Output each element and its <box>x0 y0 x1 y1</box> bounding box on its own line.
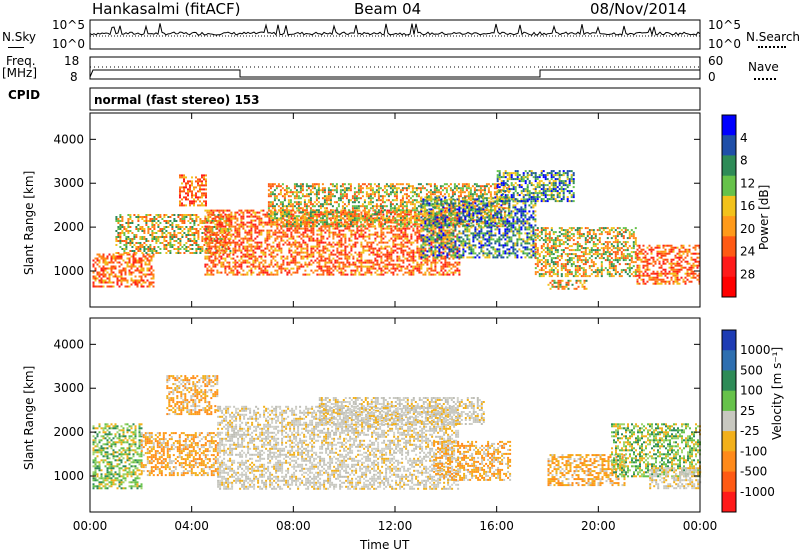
velocity-colorbar-swatch <box>722 410 736 432</box>
velocity-colorbar-tick: 500 <box>740 363 763 377</box>
nsearch-label: N.Search <box>746 30 800 44</box>
power-colorbar-tick: 28 <box>740 267 755 281</box>
velocity-colorbar-swatch <box>722 370 736 392</box>
velocity-colorbar-tick: -100 <box>740 444 767 458</box>
velocity-colorbar-tick: 1000 <box>740 343 771 357</box>
velocity-colorbar-tick: -1000 <box>740 485 775 499</box>
power-ylabel: Slant Range [km] <box>22 170 36 275</box>
nave-tick-bottom: 0 <box>708 70 716 84</box>
nsky-tick-bottom: 10^0 <box>52 37 85 51</box>
power-colorbar-label: Power [dB] <box>757 184 771 250</box>
x-tick-label: 08:00 <box>276 519 311 533</box>
cpid-panel-frame <box>89 87 701 111</box>
nsearch-legend-line <box>758 46 786 48</box>
cpid-value: normal (fast stereo) 153 <box>94 93 260 107</box>
power-colorbar-swatch <box>722 256 736 278</box>
power-ytick-label: 1000 <box>53 264 84 278</box>
power-colorbar-swatch <box>722 236 736 257</box>
x-tick-label: 20:00 <box>581 519 616 533</box>
freq-panel-frame <box>89 56 701 80</box>
velocity-colorbar-tick: 100 <box>740 384 763 398</box>
power-ytick-label: 3000 <box>53 176 84 190</box>
power-colorbar-tick: 20 <box>740 222 755 236</box>
x-tick-label: 12:00 <box>378 519 413 533</box>
power-ytick-label: 2000 <box>53 220 84 234</box>
nave-tick-top: 60 <box>708 54 724 68</box>
x-axis-title: Time UT <box>360 538 410 552</box>
power-colorbar-swatch <box>722 195 736 217</box>
velocity-colorbar-frame <box>721 329 737 513</box>
date-title: 08/Nov/2014 <box>590 0 687 18</box>
nave-label: Nave <box>748 60 779 74</box>
power-colorbar-tick: 16 <box>740 199 755 213</box>
velocity-ytick-label: 4000 <box>53 337 84 351</box>
velocity-colorbar-swatch <box>722 491 736 513</box>
power-colorbar-tick: 12 <box>740 176 755 190</box>
velocity-colorbar-label: Velocity [m s⁻¹] <box>770 346 784 440</box>
x-tick-label: 00:00 <box>683 519 718 533</box>
nsky-panel-frame <box>89 19 701 50</box>
nsky-trace <box>89 23 701 37</box>
power-colorbar-tick: 4 <box>740 131 748 145</box>
beam-title: Beam 04 <box>354 0 422 18</box>
velocity-colorbar-tick: -25 <box>740 424 760 438</box>
cpid-label: CPID <box>8 88 41 102</box>
velocity-heatmap-cells <box>92 375 702 490</box>
velocity-colorbar-swatch <box>722 330 736 351</box>
nsky-legend-line <box>8 47 24 48</box>
power-colorbar-swatch <box>722 175 736 197</box>
nsky-tick-top: 10^5 <box>52 18 85 32</box>
velocity-ytick-label: 3000 <box>53 381 84 395</box>
velocity-ytick-label: 2000 <box>53 425 84 439</box>
velocity-colorbar-tick: 25 <box>740 404 755 418</box>
nsearch-tick-top: 10^5 <box>708 18 741 32</box>
nsky-label: N.Sky <box>2 30 37 44</box>
power-colorbar-swatch <box>722 155 736 177</box>
freq-unit: [MHz] <box>2 66 38 80</box>
nave-legend-line <box>754 78 776 80</box>
nsearch-tick-bottom: 10^0 <box>708 37 741 51</box>
velocity-ylabel: Slant Range [km] <box>22 365 36 470</box>
velocity-colorbar-swatch <box>722 390 736 412</box>
power-colorbar-tick: 8 <box>740 154 748 168</box>
power-colorbar-swatch <box>722 135 736 156</box>
freq-tick-top: 18 <box>64 54 80 68</box>
power-colorbar-swatch <box>722 216 736 237</box>
velocity-colorbar-swatch <box>722 350 736 371</box>
x-tick-label: 04:00 <box>174 519 209 533</box>
x-tick-label: 00:00 <box>73 519 108 533</box>
freq-tick-bottom: 8 <box>70 70 78 84</box>
velocity-colorbar-swatch <box>722 471 736 493</box>
power-colorbar-swatch <box>722 115 736 136</box>
velocity-colorbar-swatch <box>722 451 736 472</box>
velocity-colorbar-swatch <box>722 431 736 452</box>
velocity-colorbar-tick: -500 <box>740 465 767 479</box>
power-colorbar-tick: 24 <box>740 245 755 259</box>
freq-trace <box>89 69 700 78</box>
power-colorbar-frame <box>721 114 737 298</box>
power-ytick-label: 4000 <box>53 132 84 146</box>
freq-label: Freq. <box>6 54 36 68</box>
power-colorbar-swatch <box>722 276 736 298</box>
power-heatmap-cells <box>92 170 701 290</box>
velocity-ytick-label: 1000 <box>53 469 84 483</box>
station-title: Hankasalmi (fitACF) <box>92 0 241 18</box>
x-tick-label: 16:00 <box>479 519 514 533</box>
